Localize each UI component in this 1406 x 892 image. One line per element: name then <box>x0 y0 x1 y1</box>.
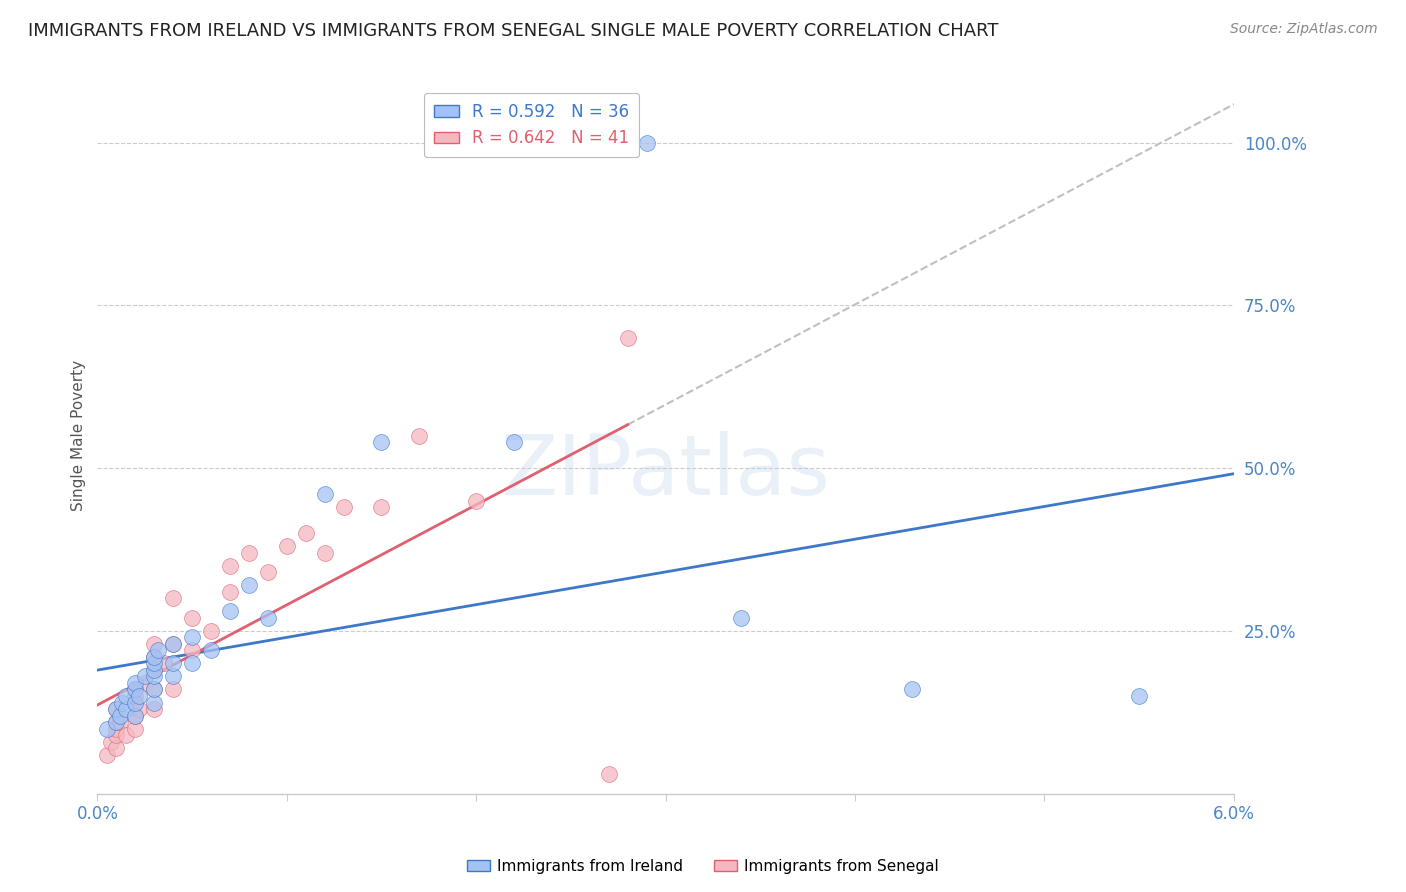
Point <box>219 558 242 573</box>
Point <box>200 643 222 657</box>
Point <box>465 493 488 508</box>
Point <box>124 689 146 703</box>
Point <box>200 624 222 638</box>
Text: IMMIGRANTS FROM IRELAND VS IMMIGRANTS FROM SENEGAL SINGLE MALE POVERTY CORRELATI: IMMIGRANTS FROM IRELAND VS IMMIGRANTS FR… <box>28 22 998 40</box>
Point <box>162 669 184 683</box>
Point <box>143 649 166 664</box>
Point <box>114 728 136 742</box>
Point <box>114 702 136 716</box>
Point <box>128 702 150 716</box>
Y-axis label: Single Male Poverty: Single Male Poverty <box>72 360 86 511</box>
Point <box>124 708 146 723</box>
Text: Source: ZipAtlas.com: Source: ZipAtlas.com <box>1230 22 1378 37</box>
Point <box>238 578 260 592</box>
Point <box>111 696 134 710</box>
Point <box>598 767 620 781</box>
Point <box>616 331 638 345</box>
Point <box>108 708 131 723</box>
Point <box>114 689 136 703</box>
Point <box>143 682 166 697</box>
Point <box>143 702 166 716</box>
Point <box>314 546 336 560</box>
Point <box>332 500 354 515</box>
Point <box>105 714 128 729</box>
Point <box>105 702 128 716</box>
Point <box>108 714 131 729</box>
Point <box>162 682 184 697</box>
Point <box>162 637 184 651</box>
Point <box>105 728 128 742</box>
Point <box>146 643 169 657</box>
Point <box>503 435 526 450</box>
Point <box>134 669 156 683</box>
Text: ZIPatlas: ZIPatlas <box>501 431 831 512</box>
Point <box>134 676 156 690</box>
Point <box>143 649 166 664</box>
Point <box>105 714 128 729</box>
Point <box>276 539 298 553</box>
Point <box>105 741 128 756</box>
Point <box>100 734 122 748</box>
Point <box>96 747 118 762</box>
Point <box>901 682 924 697</box>
Point <box>294 526 316 541</box>
Legend: R = 0.592   N = 36, R = 0.642   N = 41: R = 0.592 N = 36, R = 0.642 N = 41 <box>425 93 640 157</box>
Point <box>238 546 260 560</box>
Point <box>124 682 146 697</box>
Point <box>143 663 166 677</box>
Point <box>730 611 752 625</box>
Point <box>124 722 146 736</box>
Point <box>636 136 658 150</box>
Point <box>96 722 118 736</box>
Point <box>370 500 392 515</box>
Point <box>256 566 278 580</box>
Point <box>124 676 146 690</box>
Point <box>162 637 184 651</box>
Point <box>143 637 166 651</box>
Point <box>105 722 128 736</box>
Point <box>1128 689 1150 703</box>
Point <box>143 682 166 697</box>
Point <box>124 696 146 710</box>
Point <box>370 435 392 450</box>
Point <box>128 689 150 703</box>
Point <box>105 702 128 716</box>
Point <box>181 657 204 671</box>
Point <box>162 591 184 606</box>
Point <box>143 669 166 683</box>
Point <box>124 696 146 710</box>
Point <box>143 696 166 710</box>
Point <box>124 682 146 697</box>
Point <box>219 584 242 599</box>
Point <box>408 428 430 442</box>
Point <box>143 663 166 677</box>
Legend: Immigrants from Ireland, Immigrants from Senegal: Immigrants from Ireland, Immigrants from… <box>461 853 945 880</box>
Point <box>219 604 242 618</box>
Point <box>314 487 336 501</box>
Point <box>181 643 204 657</box>
Point <box>152 657 174 671</box>
Point <box>181 631 204 645</box>
Point <box>124 708 146 723</box>
Point <box>162 657 184 671</box>
Point <box>181 611 204 625</box>
Point <box>143 657 166 671</box>
Point <box>256 611 278 625</box>
